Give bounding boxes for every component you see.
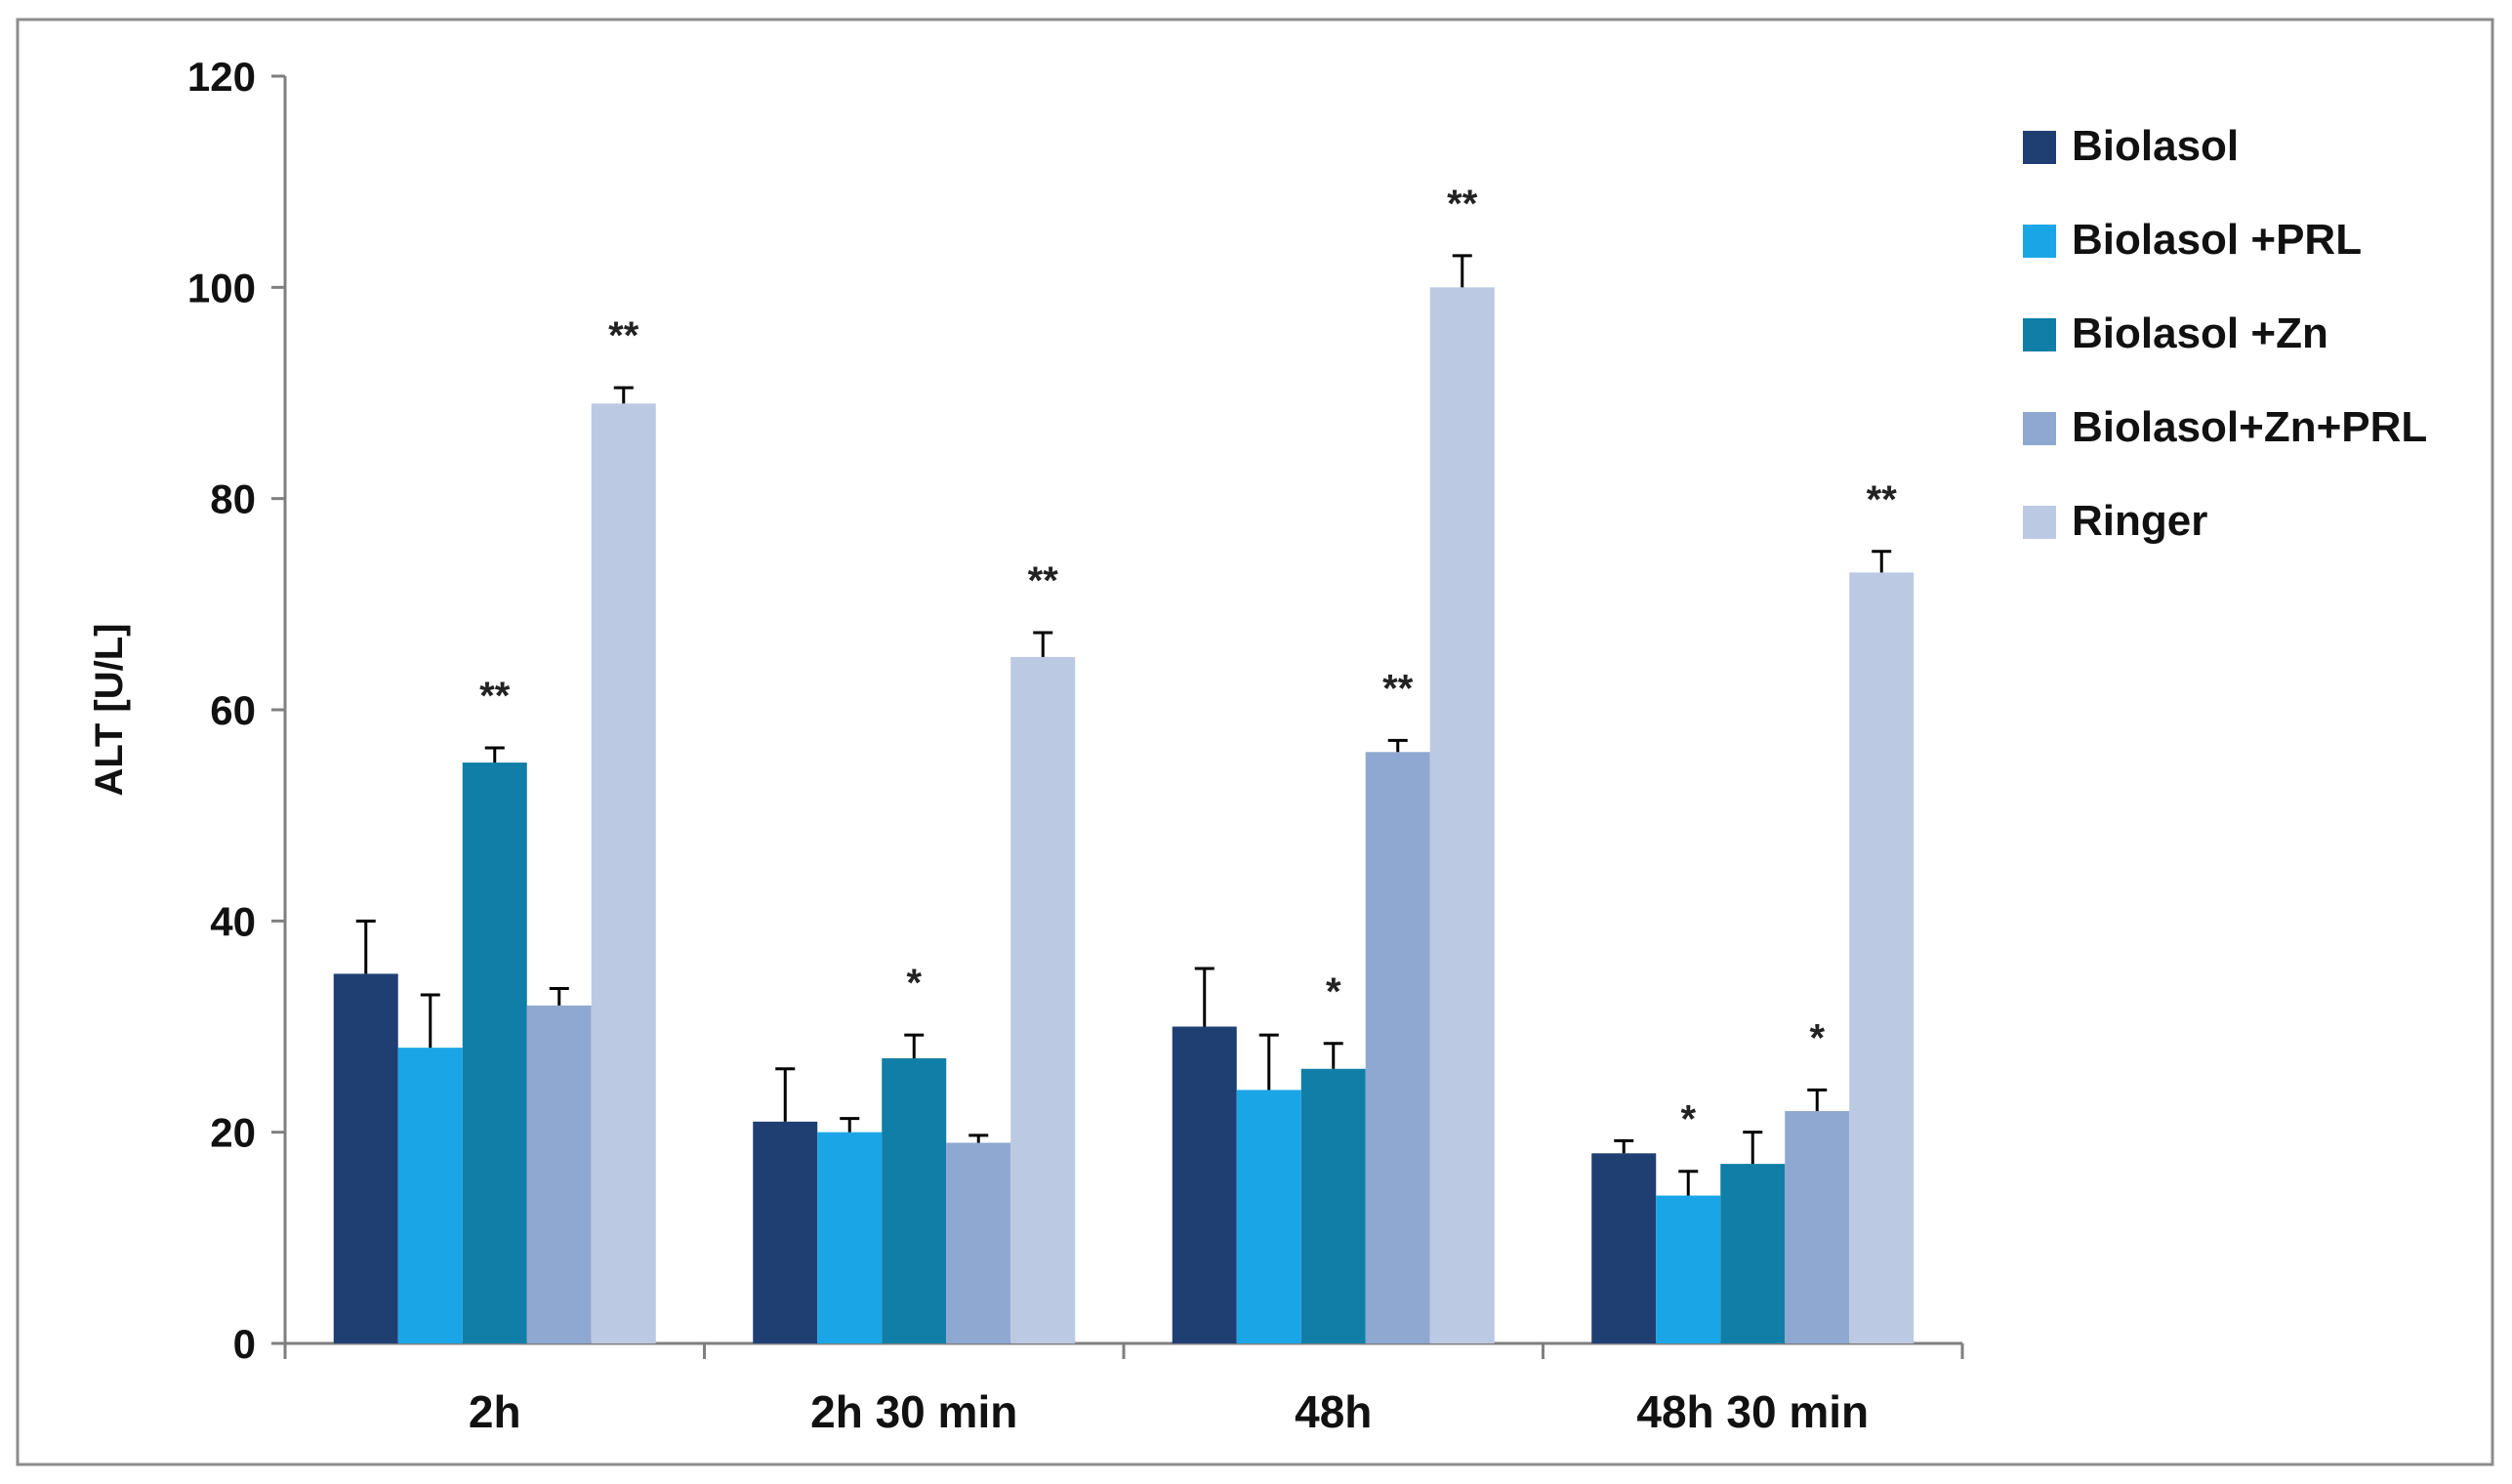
significance-label: * bbox=[906, 962, 922, 1005]
bar bbox=[1010, 656, 1076, 1343]
significance-label: ** bbox=[1867, 478, 1898, 521]
y-tick-label: 80 bbox=[210, 476, 256, 522]
bar bbox=[1656, 1195, 1721, 1343]
significance-label: * bbox=[1680, 1098, 1696, 1141]
y-tick-label: 20 bbox=[210, 1110, 256, 1156]
legend-swatch bbox=[2023, 412, 2056, 445]
bar bbox=[946, 1142, 1011, 1343]
legend-label: Biolasol bbox=[2072, 122, 2239, 170]
bar bbox=[1236, 1090, 1301, 1343]
bar bbox=[526, 1005, 592, 1343]
x-category-label: 2h bbox=[469, 1386, 521, 1437]
x-category-label: 48h bbox=[1295, 1386, 1372, 1437]
x-category-label: 48h 30 min bbox=[1636, 1386, 1869, 1437]
legend: Biolasol Biolasol +PRL Biolasol +Zn Biolaso… bbox=[2023, 122, 2427, 545]
bar bbox=[397, 1048, 463, 1343]
bar bbox=[591, 403, 656, 1344]
bar bbox=[1591, 1153, 1657, 1343]
bar bbox=[882, 1057, 947, 1343]
bar bbox=[1849, 572, 1915, 1343]
significance-label: ** bbox=[1382, 667, 1414, 710]
legend-label: Ringer bbox=[2072, 497, 2207, 545]
bar bbox=[1785, 1111, 1850, 1343]
y-tick-label: 60 bbox=[210, 687, 256, 733]
bar bbox=[1720, 1164, 1786, 1343]
y-tick-label: 40 bbox=[210, 898, 256, 944]
significance-label: * bbox=[1809, 1016, 1825, 1059]
legend-label: Biolasol+Zn+PRL bbox=[2072, 403, 2427, 451]
legend-label: Biolasol +Zn bbox=[2072, 309, 2328, 357]
bar bbox=[1429, 287, 1495, 1343]
bar bbox=[753, 1121, 818, 1343]
legend-swatch bbox=[2023, 131, 2056, 164]
bar bbox=[1172, 1026, 1237, 1343]
bar bbox=[462, 763, 527, 1343]
legend-swatch bbox=[2023, 318, 2056, 351]
significance-label: ** bbox=[1028, 559, 1059, 602]
y-tick-label: 100 bbox=[187, 265, 256, 310]
bar bbox=[817, 1132, 883, 1343]
legend-label: Biolasol +PRL bbox=[2072, 216, 2362, 264]
bar bbox=[333, 973, 398, 1343]
y-tick-label: 0 bbox=[233, 1321, 256, 1367]
y-tick-label: 120 bbox=[187, 54, 256, 100]
significance-label: ** bbox=[479, 675, 511, 718]
significance-label: ** bbox=[1447, 183, 1478, 226]
legend-swatch bbox=[2023, 506, 2056, 539]
significance-label: * bbox=[1326, 970, 1341, 1013]
bar bbox=[1365, 752, 1430, 1343]
significance-label: ** bbox=[608, 314, 639, 357]
x-category-label: 2h 30 min bbox=[810, 1386, 1017, 1437]
legend-swatch bbox=[2023, 225, 2056, 258]
y-axis-title: ALT [U/L] bbox=[88, 624, 131, 797]
bar bbox=[1300, 1068, 1366, 1343]
